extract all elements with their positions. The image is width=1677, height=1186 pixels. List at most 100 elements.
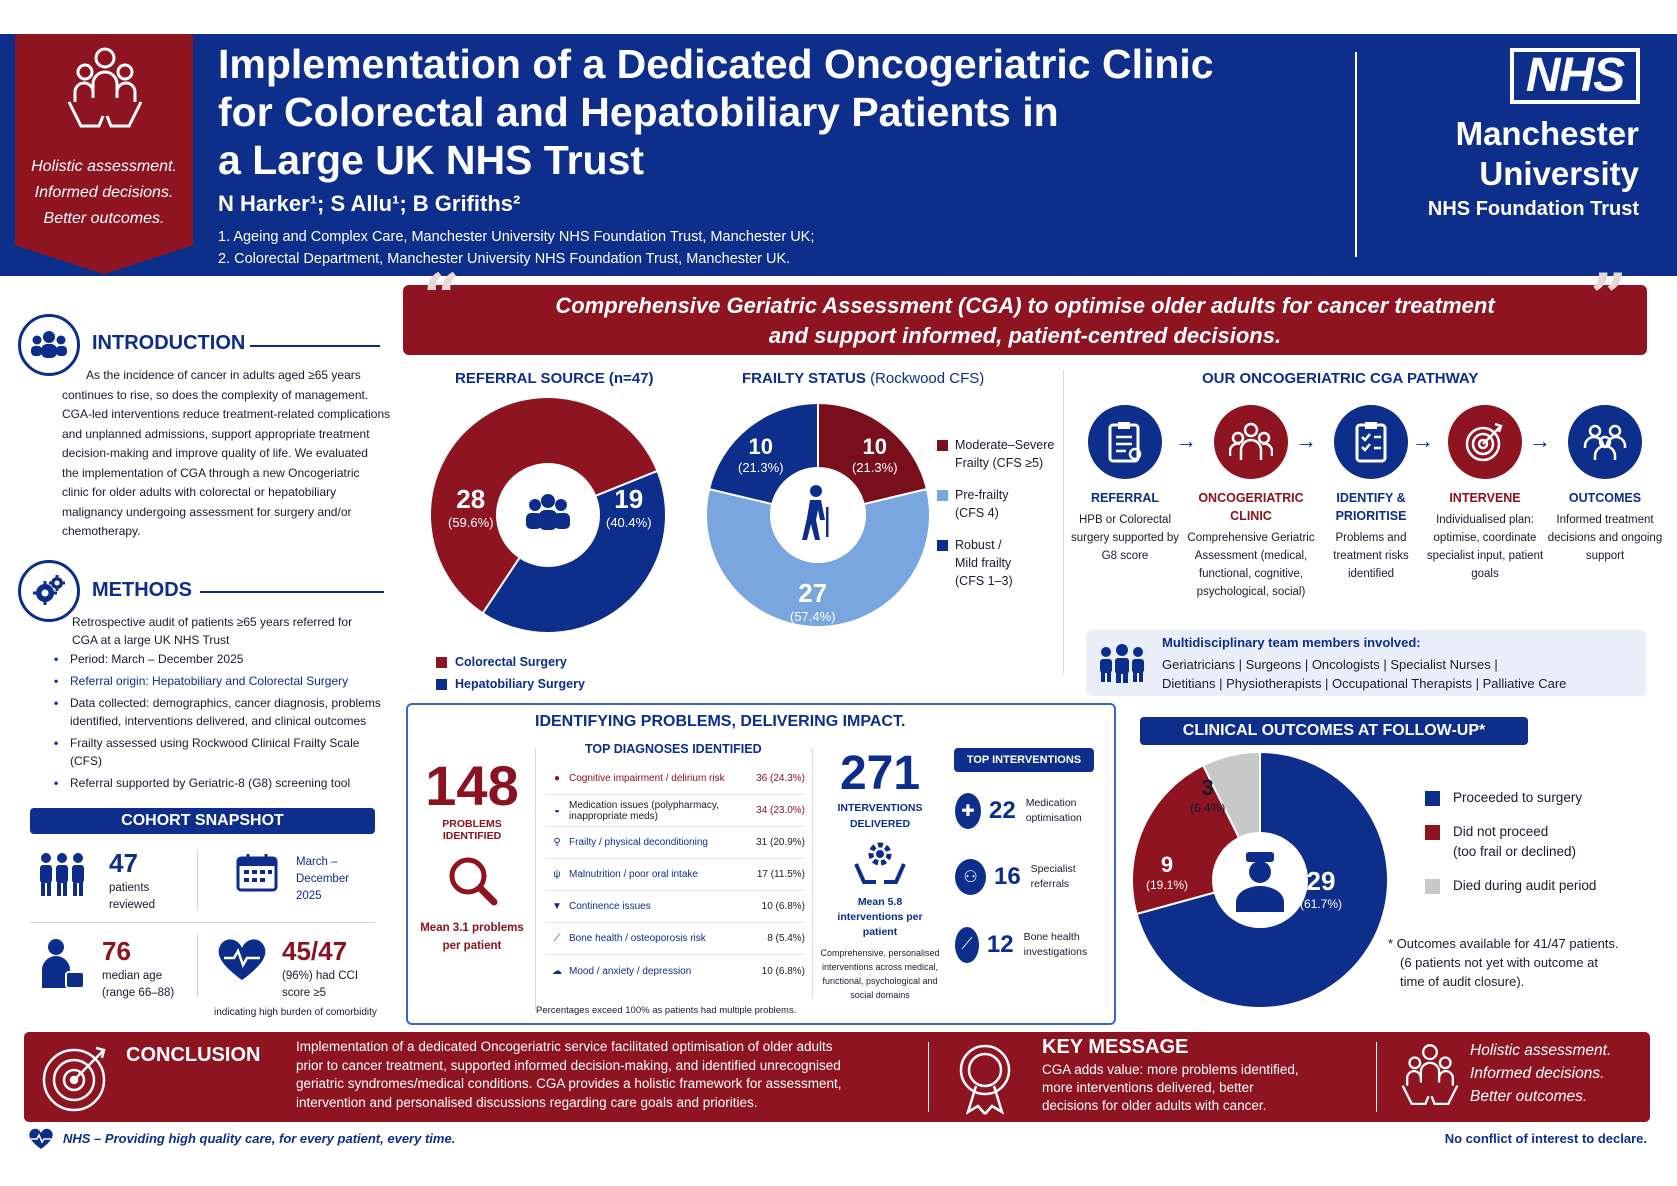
title-line-2: for Colorectal and Hepatobiliary Patient… <box>218 89 1059 135</box>
diagnosis-count-value: 31 <box>756 837 768 848</box>
trust-line-2: University <box>1479 155 1639 192</box>
team-icon <box>1214 405 1288 479</box>
header-divider <box>1355 52 1357 257</box>
donut-hole <box>770 467 866 563</box>
diagnosis-count-value: 10 <box>761 901 773 912</box>
affiliation-2: 2. Colorectal Department, Manchester Uni… <box>218 251 791 267</box>
diagnosis-count-value: 17 <box>756 869 768 880</box>
diagnosis-row: ▼ Continence issues 10 (6.8%) <box>545 891 805 923</box>
intro-line: decision-making and improve quality of l… <box>62 446 368 460</box>
pathway-heading: OUR ONCOGERIATRIC CGA PATHWAY <box>1202 370 1479 387</box>
frailty-heading-sub: (Rockwood CFS) <box>870 370 985 387</box>
problems-value: 148 <box>425 754 519 817</box>
arrow-right-icon: → <box>1295 428 1317 453</box>
authors: N Harker¹; S Allu¹; B Grifiths² <box>218 191 521 216</box>
title-line-3: a Large UK NHS Trust <box>218 137 645 183</box>
methods-intro: Retrospective audit of patients ≥65 year… <box>72 613 402 649</box>
step-desc: Informed treatment decisions and ongoing… <box>1547 514 1663 562</box>
diagnosis-count-value: 8 <box>767 933 773 944</box>
label-value: 9 <box>1160 852 1174 877</box>
quote-banner: “ Comprehensive Geriatric Assessment (CG… <box>403 260 1647 355</box>
nhs-logo: NHS <box>1510 48 1640 104</box>
note-line: * Outcomes available for 41/47 patients. <box>1388 936 1619 951</box>
mdt-line-2: Dietitians | Physiotherapists | Occupati… <box>1162 676 1567 691</box>
hands-gear-icon <box>854 842 906 884</box>
award-ribbon-icon <box>959 1044 1011 1115</box>
intro-line: and unplanned admissions, support approp… <box>62 426 370 441</box>
diagnosis-name: Continence issues <box>569 901 651 912</box>
diagnosis-count-value: 34 <box>756 805 768 816</box>
people-group-icon <box>1100 644 1144 683</box>
problems-mean: Mean 3.1 problems per patient <box>420 922 524 952</box>
mdt-box: Multidisciplinary team members involved:… <box>1086 630 1646 696</box>
walking-cane-icon <box>802 485 829 540</box>
step-desc: HPB or Colorectal surgery supported by G… <box>1070 514 1180 562</box>
diagnosis-row: ⚲ Frailty / physical deconditioning 31 (20… <box>545 827 805 859</box>
diagnosis-count-pct: (23.0%) <box>769 805 805 816</box>
introduction-heading: INTRODUCTION <box>92 332 246 354</box>
diagnosis-count: 34 (23.0%) <box>745 805 805 816</box>
conclusion-text: Implementation of a dedicated Oncogeriat… <box>296 1038 936 1112</box>
conclusion-line: prior to cancer treatment, supported inf… <box>296 1057 841 1073</box>
heart-pulse-icon <box>218 939 266 980</box>
diagnosis-count-value: 36 <box>756 773 768 784</box>
conclusion-line: geriatric syndromes/medical conditions. … <box>296 1076 842 1091</box>
affiliations: 1. Ageing and Complex Care, Manchester U… <box>218 226 814 270</box>
top-interventions-heading: TOP INTERVENTIONS <box>954 748 1094 772</box>
label-pct: (19.1%) <box>1146 878 1189 892</box>
diagnoses-heading: TOP DIAGNOSES IDENTIFIED <box>585 742 762 756</box>
referral-label-colorectal: 28 (59.6%) <box>448 484 494 530</box>
diagnosis-name: Medication issues (polypharmacy, inappro… <box>569 799 719 822</box>
diagnosis-count: 10 (6.8%) <box>745 966 805 977</box>
title-line-1: Implementation of a Dedicated Oncogeriat… <box>218 41 1214 87</box>
pill-icon: ◒ <box>553 805 561 816</box>
age-value: 76 <box>102 936 131 966</box>
intervention-label: Specialist referrals <box>1030 863 1076 890</box>
intervention-label: Medication optimisation <box>1025 797 1082 824</box>
intro-rule <box>250 345 380 347</box>
mood-icon: ☁ <box>552 965 562 977</box>
open-quote-icon: “ <box>423 260 460 335</box>
quote-line-2: and support informed, patient-centred de… <box>768 323 1282 348</box>
outcomes-legend: Proceeded to surgery Did not proceed (too… <box>1425 788 1596 896</box>
walking-person-icon: ⚲ <box>553 837 561 848</box>
label-pct: (21.3%) <box>852 460 898 475</box>
intro-line: malignancy undergoing assessment for sur… <box>62 504 352 519</box>
frailty-donut-chart <box>705 401 931 628</box>
key-message-text: CGA adds value: more problems identified… <box>1042 1061 1299 1115</box>
diagnosis-name: Malnutrition / poor oral intake <box>569 869 698 880</box>
patients-icon <box>40 853 84 896</box>
methods-intro-line: Retrospective audit of patients ≥65 year… <box>72 615 353 629</box>
introduction-text: As the incidence of cancer in adults age… <box>62 366 402 542</box>
header-banner <box>0 34 1677 276</box>
note-line: time of audit closure). <box>1400 974 1525 989</box>
impact-heading: IDENTIFYING PROBLEMS, DELIVERING IMPACT. <box>535 713 906 730</box>
diagnosis-count: 17 (11.5%) <box>745 869 805 880</box>
key-line: CGA adds value: more problems identified… <box>1042 1062 1299 1077</box>
outcomes-note: * Outcomes available for 41/47 patients.… <box>1388 934 1619 991</box>
diagnosis-row: ◒ Medication issues (polypharmacy, inappr… <box>545 795 805 827</box>
diagnosis-count-value: 10 <box>761 965 773 977</box>
intervention-value: 22 <box>989 797 1016 824</box>
conclusion-bar: CONCLUSION Implementation of a dedicated… <box>24 1032 1650 1122</box>
label-value: 28 <box>456 484 486 514</box>
impact-divider <box>812 748 813 998</box>
legend-label: Pre-frailty <box>955 488 1009 502</box>
frailty-label-robust: 10 (21.3%) <box>738 434 784 475</box>
arrow-right-icon: → <box>1529 428 1551 453</box>
intro-line: the implementation of CGA through a new … <box>62 465 360 480</box>
cohort-heading: COHORT SNAPSHOT <box>30 808 375 834</box>
label-value: 10 <box>748 434 773 459</box>
referral-donut-chart <box>429 396 667 634</box>
interventions-value: 271 <box>839 747 921 800</box>
legend-item: Pre-frailty (CFS 4) <box>937 486 1054 522</box>
legend-item: Proceeded to surgery <box>1425 788 1596 808</box>
intro-line: As the incidence of cancer in adults age… <box>86 368 361 382</box>
step-desc: Problems and treatment risks identified <box>1333 532 1409 580</box>
legend-label: Mild frailty <box>955 556 1012 570</box>
label-pct: (57.4%) <box>790 609 836 624</box>
heart-pulse-icon <box>29 1128 53 1149</box>
outcomes-heading: CLINICAL OUTCOMES AT FOLLOW-UP* <box>1140 717 1528 745</box>
people-group-icon <box>526 494 570 530</box>
intervention-label: Bone health investigations <box>1023 931 1088 958</box>
